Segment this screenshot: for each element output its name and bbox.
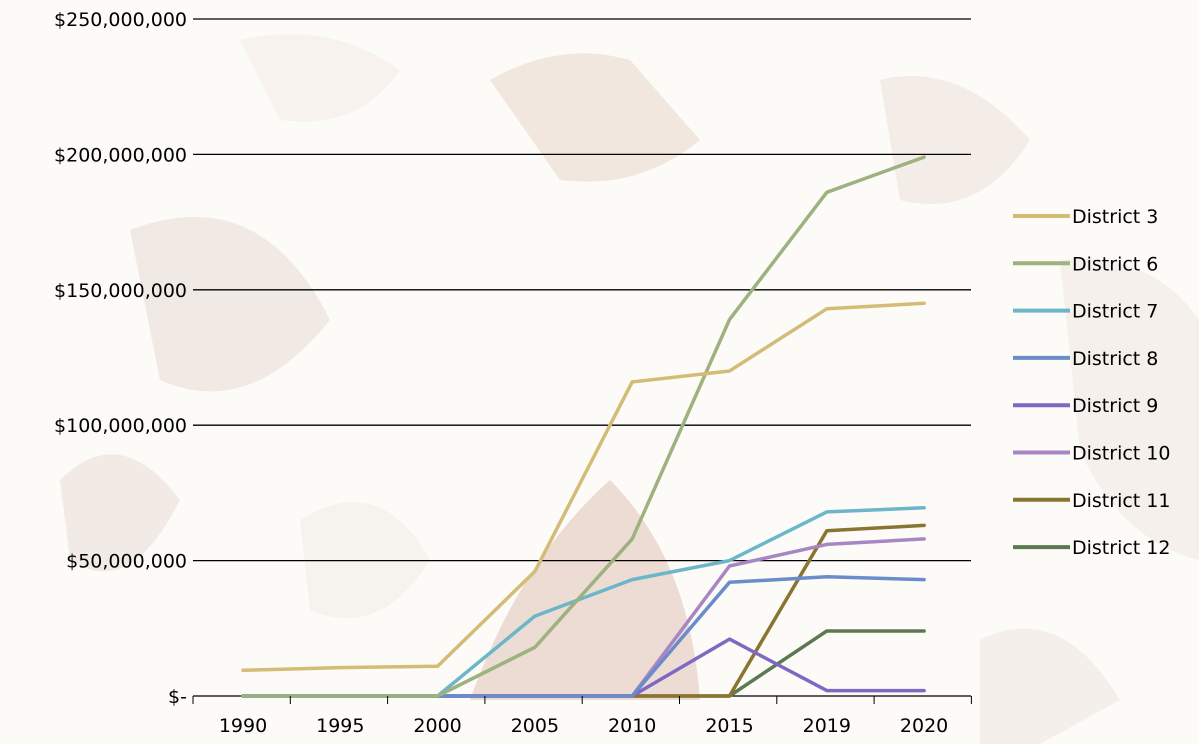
legend-label-district-11: District 11 — [1072, 490, 1170, 512]
y-tick-label: $150,000,000 — [54, 280, 187, 302]
legend-label-district-12: District 12 — [1072, 537, 1170, 559]
x-axis-ticks: 1990 1995 2000 2005 2010 2015 2019 2020 — [192, 696, 972, 737]
y-tick-label: $100,000,000 — [54, 415, 187, 437]
y-tick-label: $- — [168, 686, 187, 708]
legend-label-district-6: District 6 — [1072, 253, 1158, 275]
series-line-district-6 — [241, 155, 926, 698]
y-tick-label: $250,000,000 — [54, 9, 187, 31]
y-tick-label: $50,000,000 — [66, 551, 187, 573]
series-line-district-10 — [241, 537, 926, 698]
series-line-district-3 — [241, 301, 926, 673]
legend: District 3 District 6 District 7 District 8… — [1013, 206, 1170, 559]
legend-label-district-8: District 8 — [1072, 348, 1158, 370]
legend-label-district-9: District 9 — [1072, 395, 1158, 417]
x-tick-label: 2015 — [705, 715, 753, 737]
x-tick-label: 1990 — [219, 715, 267, 737]
x-tick-label: 2000 — [413, 715, 461, 737]
x-tick-label: 2005 — [511, 715, 559, 737]
y-tick-label: $200,000,000 — [54, 144, 187, 166]
x-tick-label: 2019 — [803, 715, 851, 737]
series-line-district-11 — [241, 523, 926, 698]
series-lines — [241, 155, 926, 698]
legend-label-district-7: District 7 — [1072, 301, 1158, 323]
x-tick-label: 2020 — [900, 715, 948, 737]
x-tick-label: 1995 — [316, 715, 364, 737]
y-axis-ticks: $- $50,000,000 $100,000,000 $150,000,000 $20… — [54, 9, 187, 708]
legend-label-district-3: District 3 — [1072, 206, 1158, 228]
legend-label-district-10: District 10 — [1072, 443, 1170, 465]
x-tick-label: 2010 — [608, 715, 656, 737]
